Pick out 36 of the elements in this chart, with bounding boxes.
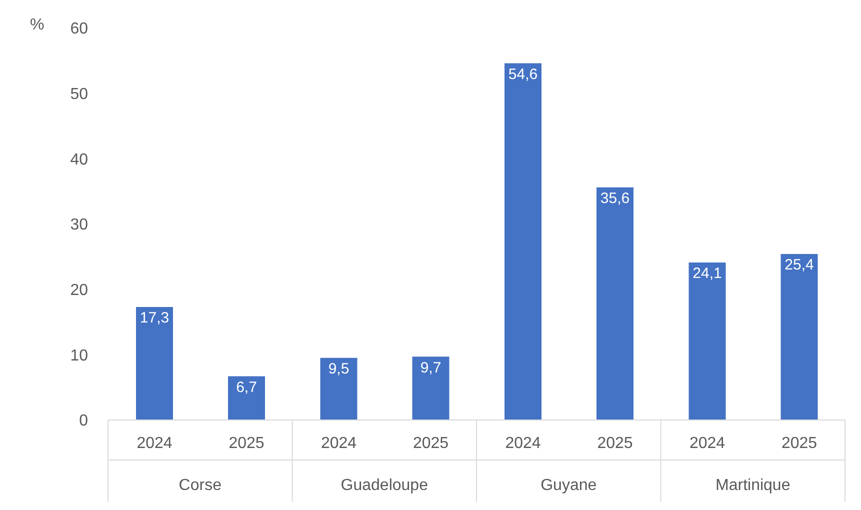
series-label: 2025: [228, 435, 264, 452]
data-label: 54,6: [508, 66, 538, 83]
y-tick-label: 50: [70, 86, 88, 104]
text: 2025: [781, 435, 818, 452]
y-axis-title: %: [30, 16, 44, 34]
data-label: 9,7: [420, 359, 442, 376]
series-label: 2024: [136, 435, 172, 452]
text: 2025: [597, 435, 633, 452]
y-tick-label: 30: [70, 216, 88, 234]
x-tick-label: Martinique: [716, 477, 790, 494]
bar: [412, 356, 450, 420]
bar: [780, 254, 818, 420]
data-label: 9,5: [328, 360, 350, 378]
y-tick-label: 0: [79, 412, 88, 430]
x-tick-label: Guadeloupe: [340, 477, 428, 494]
data-label: 24,1: [692, 265, 722, 282]
bar: [320, 358, 358, 420]
text: 2024: [505, 435, 541, 452]
data-label: 25,4: [784, 256, 814, 274]
bar: [596, 187, 634, 420]
x-tick-label: Corse: [178, 477, 222, 494]
data-label: 35,6: [600, 190, 630, 208]
bar: [136, 306, 173, 420]
data-label: 6,7: [236, 378, 257, 396]
bar: [228, 376, 265, 420]
y-tick-label: 10: [70, 347, 88, 364]
y-tick-label: 40: [70, 151, 88, 168]
y-tick-label: 60: [70, 20, 88, 38]
y-tick-label: 20: [70, 282, 88, 300]
text: 2024: [320, 435, 357, 452]
text: 2024: [689, 435, 726, 452]
bar: [688, 262, 726, 420]
bar: [504, 63, 542, 420]
x-tick-label: Guyane: [540, 477, 597, 494]
data-label: 17,3: [140, 310, 170, 327]
text: 2025: [412, 435, 449, 452]
